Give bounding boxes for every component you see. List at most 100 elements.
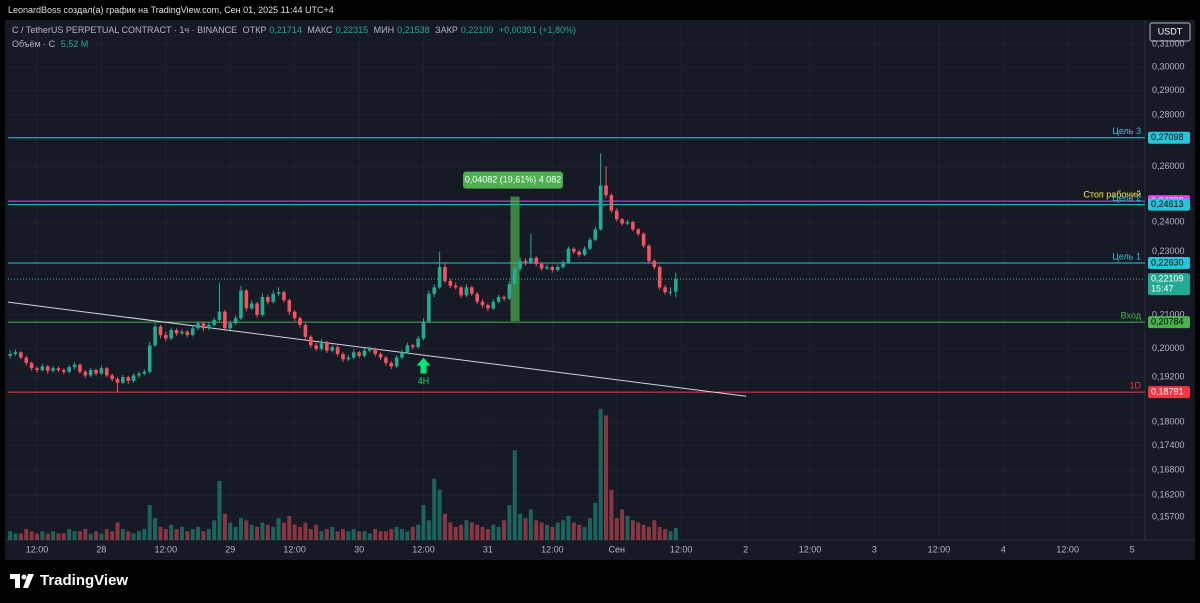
level-name: Вход	[1121, 310, 1142, 320]
level-name: 1D	[1129, 381, 1141, 391]
volume-bar	[367, 533, 372, 540]
high-label: МАКС	[307, 25, 333, 35]
candle-body	[555, 266, 560, 271]
volume-bar	[238, 518, 243, 540]
volume-bar	[115, 522, 120, 540]
volume-bar	[244, 520, 249, 540]
candle-body	[35, 368, 39, 370]
volume-bar	[72, 531, 77, 540]
y-tick-label: 0,15700	[1152, 511, 1185, 521]
volume-bar	[663, 529, 668, 540]
volume-bar	[405, 531, 410, 540]
volume-bar	[303, 522, 308, 540]
volume-bar	[110, 531, 115, 540]
candle-body	[572, 248, 576, 252]
level-label: 0,20784	[1151, 316, 1184, 326]
candle-body	[174, 329, 179, 334]
volume-bar	[314, 524, 319, 540]
volume-bar	[217, 480, 222, 540]
y-tick-label: 0,31000	[1152, 39, 1185, 49]
volume-bar	[330, 526, 335, 540]
volume-bar	[641, 524, 646, 540]
volume-bar	[394, 526, 399, 540]
volume-bar	[523, 518, 528, 540]
volume-bar	[593, 502, 598, 540]
candle-body	[448, 281, 453, 286]
volume-bar	[126, 531, 131, 540]
volume-bar	[534, 520, 539, 540]
candle-body	[507, 284, 512, 299]
low-label: МИН	[373, 25, 395, 35]
candle-body	[223, 311, 227, 329]
last-price-countdown: 15:47	[1151, 284, 1174, 294]
volume-value: 5,52 M	[60, 39, 89, 49]
candle-body	[346, 357, 351, 360]
volume-bar	[383, 531, 388, 540]
volume-bar	[480, 526, 485, 540]
footer: TradingView	[10, 572, 128, 589]
currency-box[interactable]	[1149, 22, 1191, 42]
y-tick-label: 0,20000	[1152, 343, 1185, 353]
candle-body	[206, 324, 211, 329]
close-label: ЗАКР	[435, 25, 458, 35]
level-label: 0,18791	[1151, 387, 1184, 397]
volume-bar	[571, 522, 576, 540]
candle-body	[389, 362, 394, 367]
measure-range	[510, 196, 520, 322]
volume-bar	[448, 522, 453, 540]
measure-label-box	[463, 171, 564, 189]
candle-body	[104, 368, 109, 376]
candle-body	[416, 338, 420, 348]
symbol: C / TetherUS PERPETUAL CONTRACT · 1ч · B…	[12, 25, 238, 35]
candle-body	[110, 375, 114, 380]
brand: TradingView	[40, 572, 129, 589]
volume-bar	[598, 408, 603, 540]
volume-bar	[88, 533, 93, 540]
candle-body	[496, 296, 501, 302]
candle-body	[126, 377, 131, 381]
x-tick-label: 29	[225, 544, 235, 554]
volume-bar	[147, 505, 152, 540]
candle-body	[529, 257, 533, 263]
y-tick-label: 0,29000	[1152, 85, 1185, 95]
candle-body	[271, 293, 275, 302]
volume-bar	[502, 520, 507, 540]
volume-bar	[442, 513, 447, 540]
candle-body	[609, 195, 614, 211]
volume-bar	[212, 520, 217, 540]
volume-bar	[99, 533, 104, 540]
volume-bar	[228, 522, 233, 540]
candle-body	[228, 323, 233, 329]
candle-body	[518, 260, 522, 269]
candle-body	[147, 345, 152, 372]
volume-bar	[206, 529, 211, 540]
candle-body	[432, 287, 437, 294]
candle-body	[62, 369, 66, 372]
candle-body	[13, 352, 18, 355]
candle-body	[636, 229, 641, 234]
candle-body	[475, 293, 479, 302]
volume-bar	[94, 531, 99, 540]
volume-bar	[8, 531, 13, 540]
candle-body	[115, 379, 120, 383]
volume-bar	[298, 526, 303, 540]
volume-bar	[609, 489, 614, 540]
candle-body	[233, 318, 238, 324]
x-tick-label: 5	[1130, 544, 1135, 554]
candle-body	[652, 260, 657, 267]
level-label: 0,22630	[1151, 257, 1184, 267]
volume-bar	[577, 524, 582, 540]
volume-bar	[512, 450, 517, 540]
level-name: Стоп рабочий	[1083, 189, 1141, 199]
y-tick-label: 0,21000	[1152, 309, 1185, 319]
candle-body	[196, 323, 200, 329]
candle-body	[260, 296, 265, 315]
candle-body	[410, 345, 415, 348]
volume-bar	[389, 529, 394, 540]
candle-body	[24, 357, 29, 363]
candle-body	[45, 366, 50, 371]
candle-body	[647, 245, 651, 261]
volume-bar	[24, 529, 29, 540]
